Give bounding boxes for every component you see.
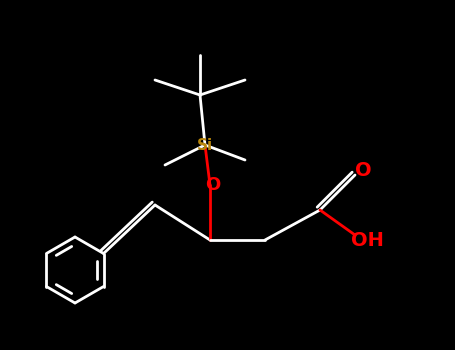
Text: OH: OH <box>350 231 384 250</box>
Text: O: O <box>205 176 221 194</box>
Text: Si: Si <box>197 138 213 153</box>
Text: O: O <box>355 161 371 180</box>
